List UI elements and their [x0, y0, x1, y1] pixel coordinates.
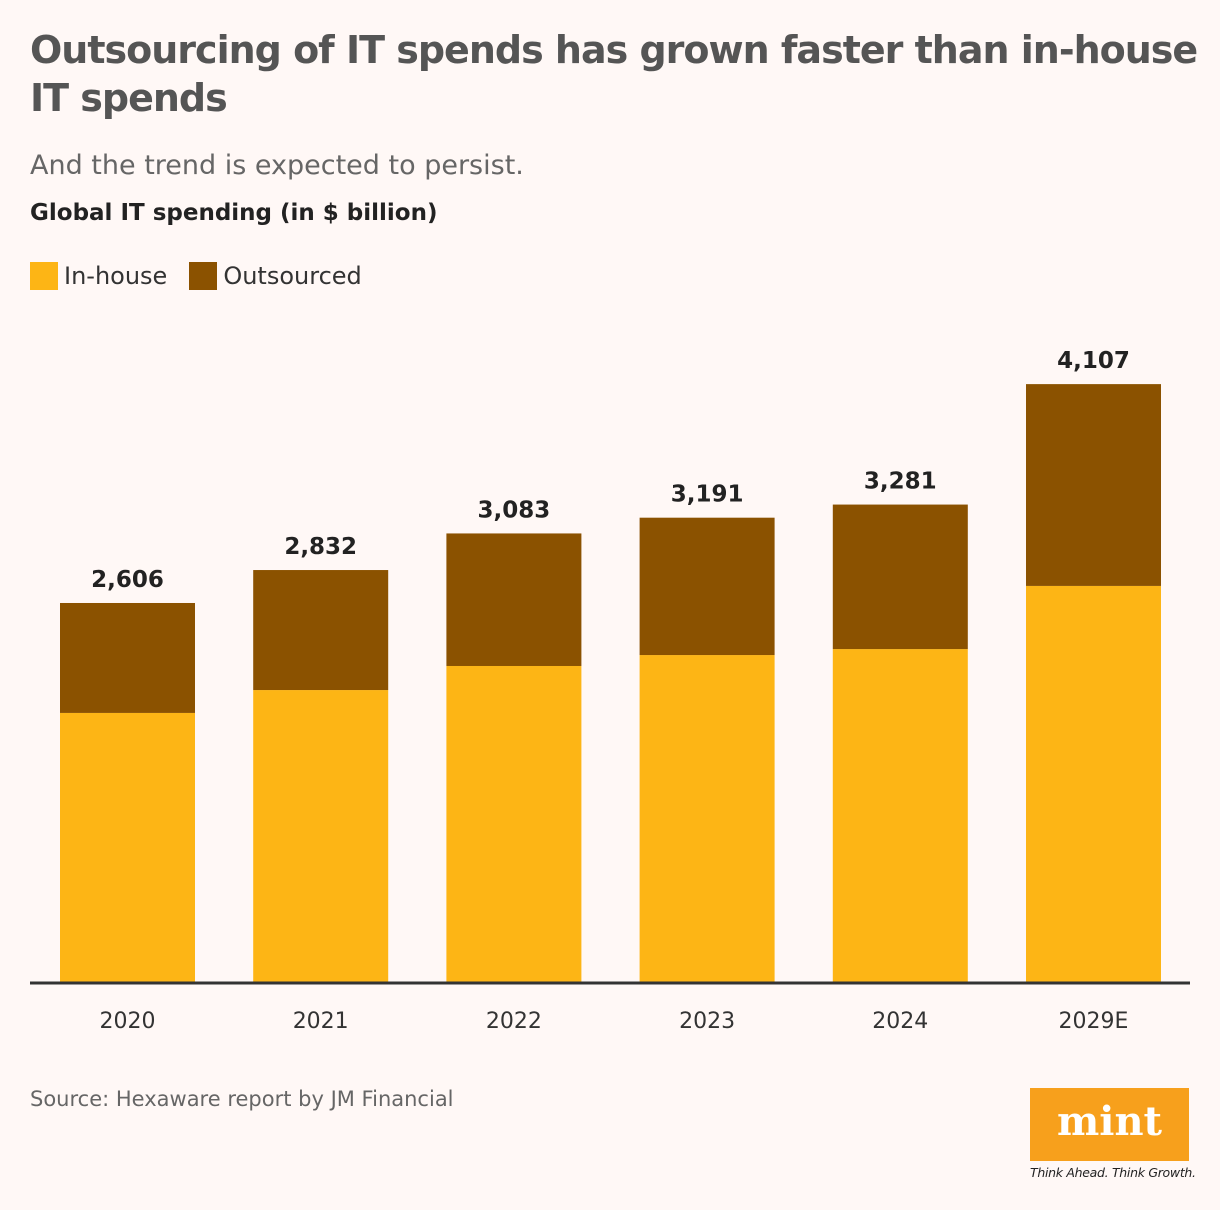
bar-in-house [832, 649, 968, 983]
x-tick-label: 2023 [679, 1009, 735, 1034]
legend-label: Outsourced [223, 262, 362, 290]
bar-outsourced [1026, 384, 1161, 586]
mint-logo: mint [1030, 1088, 1189, 1161]
legend: In-house Outsourced [30, 262, 362, 290]
logo-tagline: Think Ahead. Think Growth. [1030, 1165, 1196, 1180]
chart-subtitle: And the trend is expected to persist. [30, 150, 524, 181]
total-label: 2,832 [284, 534, 357, 560]
legend-swatch [30, 262, 58, 290]
x-tick-label: 2020 [100, 1009, 156, 1034]
x-tick-label: 2029E [1059, 1009, 1129, 1034]
bar-in-house [1026, 585, 1161, 983]
x-tick-label: 2021 [293, 1009, 349, 1034]
bar-outsourced [253, 570, 389, 691]
total-label: 2,606 [91, 567, 164, 593]
total-label: 3,083 [478, 497, 551, 523]
total-label: 3,191 [671, 482, 744, 508]
y-axis-label: Global IT spending (in $ billion) [30, 200, 438, 226]
legend-item-in-house: In-house [30, 262, 167, 290]
bar-outsourced [639, 517, 775, 656]
chart-title: Outsourcing of IT spends has grown faste… [30, 28, 1198, 120]
bar-outsourced [832, 504, 968, 650]
legend-label: In-house [64, 262, 168, 290]
bar-in-house [446, 665, 582, 983]
total-label: 3,281 [864, 469, 937, 495]
bar-in-house [639, 655, 775, 983]
bar-outsourced [446, 533, 582, 666]
bar-in-house [253, 690, 389, 983]
x-tick-label: 2022 [486, 1009, 542, 1034]
bar-outsourced [60, 602, 195, 713]
legend-swatch [189, 262, 218, 290]
total-label: 4,107 [1057, 348, 1130, 374]
legend-item-outsourced: Outsourced [189, 262, 362, 290]
bar-in-house [60, 712, 195, 983]
source-note: Source: Hexaware report by JM Financial [30, 1087, 454, 1111]
x-tick-label: 2024 [872, 1009, 928, 1034]
